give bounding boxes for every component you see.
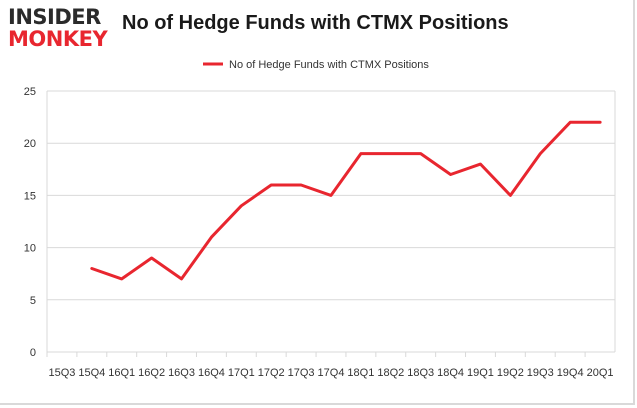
legend: No of Hedge Funds with CTMX Positions xyxy=(203,59,429,71)
x-axis-ticks: 15Q3 15Q4 16Q1 16Q2 16Q3 16Q4 17Q1 17Q2 17Q3 17Q4… xyxy=(48,367,613,379)
y-tick-label: 20 xyxy=(24,138,36,150)
series-group xyxy=(90,120,602,281)
x-tick-label: 17Q1 xyxy=(228,367,255,379)
x-tick-label: 15Q4 xyxy=(78,367,105,379)
legend-label: No of Hedge Funds with CTMX Positions xyxy=(229,59,429,71)
x-tick-label: 19Q4 xyxy=(557,367,584,379)
x-tick-label: 18Q4 xyxy=(437,367,464,379)
x-tick-label: 19Q1 xyxy=(467,367,494,379)
x-tick-label: 19Q3 xyxy=(527,367,554,379)
x-tick-label: 16Q3 xyxy=(168,367,195,379)
y-tick-label: 25 xyxy=(24,86,36,98)
y-tick-label: 10 xyxy=(24,243,36,255)
x-tick-label: 17Q2 xyxy=(258,367,285,379)
x-tick-label: 18Q1 xyxy=(347,367,374,379)
x-tick-label: 18Q2 xyxy=(377,367,404,379)
logo-top-text: INSIDER xyxy=(8,5,101,29)
x-tick-label: 19Q2 xyxy=(497,367,524,379)
y-tick-label: 0 xyxy=(30,347,36,359)
x-tick-label: 18Q3 xyxy=(407,367,434,379)
series-line-0 xyxy=(90,120,602,281)
y-axis-ticks: 0 5 10 15 20 25 xyxy=(24,86,36,359)
x-tick-label: 16Q2 xyxy=(138,367,165,379)
x-tick-label: 15Q3 xyxy=(48,367,75,379)
grid-lines xyxy=(46,90,616,357)
x-tick-label: 17Q4 xyxy=(318,367,345,379)
chart-title: No of Hedge Funds with CTMX Positions xyxy=(122,12,509,34)
x-tick-label: 16Q4 xyxy=(198,367,225,379)
x-tick-label: 16Q1 xyxy=(108,367,135,379)
logo-bottom-text: MONKEY xyxy=(8,27,108,51)
y-tick-label: 5 xyxy=(30,295,36,307)
x-tick-label: 20Q1 xyxy=(587,367,614,379)
insider-monkey-logo: INSIDER MONKEY xyxy=(8,6,116,52)
x-tick-label: 17Q3 xyxy=(288,367,315,379)
y-tick-label: 15 xyxy=(24,190,36,202)
